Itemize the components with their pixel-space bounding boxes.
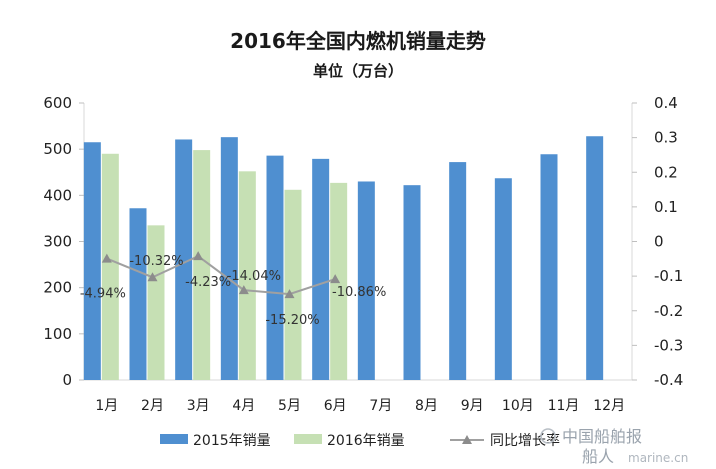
right-tick-label: -0.2 (654, 302, 683, 320)
growth-data-label: -14.04% (227, 269, 281, 284)
x-tick-label: 6月 (324, 398, 347, 414)
bar-2015 (83, 142, 101, 380)
bar-2016 (147, 225, 165, 380)
left-tick-label: 100 (43, 325, 72, 343)
bar-2015 (175, 139, 193, 380)
right-tick-label: 0.3 (654, 129, 678, 147)
bar-2015 (403, 185, 421, 380)
growth-marker (330, 274, 341, 284)
x-tick-label: 9月 (461, 398, 484, 414)
growth-marker (284, 289, 295, 299)
bar-2015 (312, 158, 330, 380)
growth-marker (193, 251, 204, 261)
legend-label: 同比增长率 (490, 432, 560, 449)
legend-swatch (160, 434, 188, 444)
bar-2015 (494, 178, 512, 380)
bar-2015 (220, 137, 238, 380)
bar-2015 (129, 208, 147, 380)
growth-line-series: -4.94% -10.32%-4.23%-14.04% -15.20% -10.86% (80, 251, 386, 328)
legend-marker (462, 435, 472, 444)
growth-data-label: -15.20% (265, 313, 319, 328)
legend-label: 2016年销量 (327, 433, 405, 449)
left-tick-label: 500 (43, 140, 72, 158)
x-tick-label: 4月 (232, 398, 255, 414)
x-tick-label: 11月 (548, 398, 580, 414)
legend: 2015年销量 2016年销量 同比增长率 (160, 432, 560, 449)
watermark-brand: 船人 (582, 447, 614, 466)
x-tick-label: 10月 (502, 398, 534, 414)
growth-marker (147, 272, 158, 282)
x-tick-label: 12月 (593, 398, 625, 414)
right-tick-label: -0.4 (654, 371, 683, 389)
bar-series (83, 136, 604, 380)
bar-2015 (266, 155, 284, 380)
growth-data-label: -4.23% (185, 275, 231, 290)
bar-2015 (357, 181, 375, 380)
left-tick-label: 300 (43, 233, 72, 251)
right-tick-label: 0.2 (654, 163, 678, 181)
growth-marker (101, 253, 112, 263)
x-axis-categories: 1月 2月 3月 4月 5月 6月 7月 8月 9月 10月 11月 12月 (95, 398, 625, 414)
legend-swatch (294, 434, 322, 444)
x-tick-label: 2月 (141, 398, 164, 414)
watermark: 中国船舶报 船人 marine.cn (540, 427, 688, 466)
right-tick-label: -0.3 (654, 336, 683, 354)
x-tick-label: 8月 (415, 398, 438, 414)
right-tick-label: 0 (654, 233, 664, 251)
growth-line (106, 254, 336, 296)
right-y-axis: -0.4 -0.3 -0.2 -0.1 0 0.1 0.2 0.3 0.4 (631, 94, 683, 389)
right-tick-label: -0.1 (654, 267, 683, 285)
growth-data-label: -4.94% (80, 287, 126, 302)
x-tick-label: 1月 (95, 398, 118, 414)
watermark-text: 中国船舶报 (562, 427, 642, 446)
growth-data-label: -10.86% (332, 285, 386, 300)
x-tick-label: 3月 (187, 398, 210, 414)
legend-label: 2015年销量 (193, 433, 271, 449)
right-tick-label: 0.4 (654, 94, 678, 112)
x-tick-label: 5月 (278, 398, 301, 414)
right-tick-label: 0.1 (654, 198, 678, 216)
bar-2016 (284, 189, 302, 380)
bar-2015 (449, 162, 467, 380)
chart-title: 2016年全国内燃机销量走势 (230, 29, 486, 53)
bar-2016 (101, 153, 119, 380)
bar-2016 (238, 171, 256, 380)
left-y-axis: 0 100 200 300 400 500 600 (43, 94, 632, 389)
growth-data-label: -10.32% (129, 254, 183, 269)
left-tick-label: 200 (43, 279, 72, 297)
bar-2016 (193, 150, 211, 380)
bar-2015 (586, 136, 604, 380)
x-tick-label: 7月 (369, 398, 392, 414)
left-tick-label: 600 (43, 94, 72, 112)
watermark-url: marine.cn (628, 451, 688, 465)
growth-marker (238, 285, 249, 295)
left-tick-label: 400 (43, 186, 72, 204)
left-tick-label: 0 (62, 371, 72, 389)
bar-2015 (540, 154, 558, 380)
chart-subtitle: 单位（万台） (313, 62, 403, 80)
